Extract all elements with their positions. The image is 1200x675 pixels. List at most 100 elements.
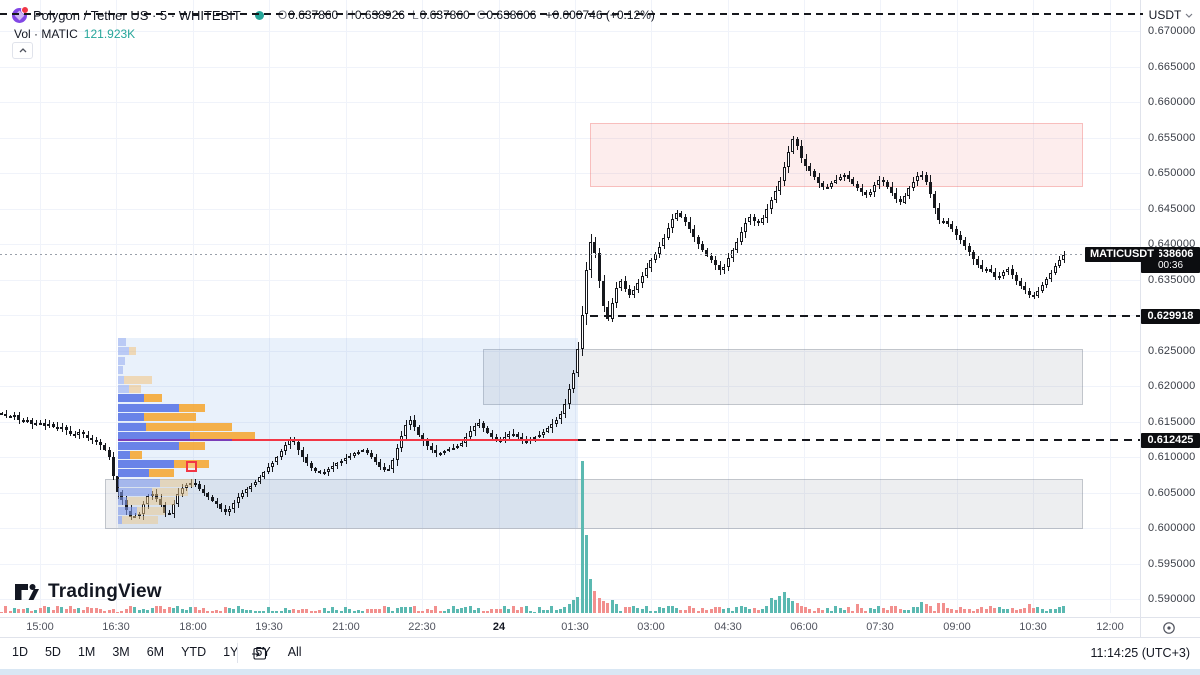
volume-profile-bar-buy <box>118 451 130 459</box>
current-price-line[interactable] <box>0 253 1085 255</box>
candle <box>1040 285 1044 291</box>
volume-bar <box>141 609 145 613</box>
time-axis-label: 09:00 <box>943 621 971 633</box>
volume-bar <box>941 603 945 613</box>
level-price-tag: 0.612425 <box>1141 432 1200 448</box>
volume-bar <box>73 608 77 613</box>
volume-bar <box>374 609 378 613</box>
horizontal-level-line[interactable] <box>578 438 1140 441</box>
candle <box>167 513 171 516</box>
volume-bar <box>430 609 433 613</box>
volume-bar <box>928 605 932 613</box>
volume-bar <box>167 606 171 613</box>
grid-hline <box>0 421 1140 423</box>
candle <box>675 213 679 220</box>
range-button-1d[interactable]: 1D <box>12 645 28 659</box>
price-axis-label: 0.645000 <box>1148 202 1196 215</box>
price-axis-label: 0.665000 <box>1148 60 1196 73</box>
candle <box>726 257 730 267</box>
session-clock[interactable]: 11:14:25 (UTC+3) <box>1090 646 1190 660</box>
volume-bar <box>1036 607 1040 613</box>
range-button-3m[interactable]: 3M <box>112 645 130 659</box>
volume-bar <box>30 610 34 613</box>
candle <box>533 436 537 439</box>
candle <box>817 176 820 183</box>
volume-bar <box>804 607 808 613</box>
volume-bar <box>279 611 283 613</box>
volume-profile-bar-sell <box>137 507 165 515</box>
candle <box>382 467 386 471</box>
volume-bar <box>739 606 743 613</box>
time-axis-label: 06:00 <box>790 621 818 633</box>
candle <box>700 244 704 250</box>
market-status-icon[interactable] <box>254 10 264 20</box>
candle <box>645 268 648 276</box>
range-button-6m[interactable]: 6M <box>146 645 165 659</box>
candle <box>339 460 343 464</box>
volume-bar <box>877 606 881 613</box>
chart-plot-area[interactable] <box>0 0 1143 617</box>
volume-bar <box>477 607 481 613</box>
volume-profile-bar-buy <box>118 338 126 346</box>
volume-bar <box>847 606 851 613</box>
candle <box>98 441 102 446</box>
candle <box>103 445 107 450</box>
volume-bar <box>1006 609 1010 613</box>
candle <box>1062 255 1066 260</box>
go-to-date-button[interactable] <box>248 642 270 664</box>
volume-bar <box>331 607 335 613</box>
ohlc-values: O0.637860 H0.638926 L0.637860 C0.638606 … <box>277 8 655 22</box>
volume-bar <box>150 608 154 613</box>
candle <box>399 436 403 449</box>
range-button-ytd[interactable]: YTD <box>181 645 207 659</box>
volume-bar <box>885 609 889 613</box>
time-axis-label: 10:30 <box>1019 621 1047 633</box>
zone-demand-gray[interactable] <box>105 479 1083 529</box>
volume-bar <box>197 609 201 613</box>
volume-bar <box>494 608 498 613</box>
price-axis-label: 0.655000 <box>1148 131 1196 144</box>
volume-bar <box>838 607 842 613</box>
volume-profile-bar-buy <box>118 385 129 393</box>
volume-bar <box>498 608 502 613</box>
range-button-1m[interactable]: 1M <box>77 645 96 659</box>
candle <box>571 372 575 390</box>
currency-unit-dropdown[interactable]: USDT <box>1146 6 1196 24</box>
candle <box>90 437 94 440</box>
range-button-5d[interactable]: 5D <box>44 645 61 659</box>
candle <box>227 508 231 513</box>
candle <box>447 449 451 452</box>
volume-bar <box>761 609 765 613</box>
candle <box>1032 295 1035 298</box>
price-axis-label: 0.650000 <box>1148 167 1196 179</box>
volume-bar <box>872 609 876 613</box>
time-axis-label: 12:00 <box>1096 621 1124 633</box>
candle <box>94 439 98 442</box>
change-value: +0.000746 (+0.12%) <box>545 8 655 22</box>
volume-bar <box>451 606 455 613</box>
range-button-1y[interactable]: 1Y <box>223 645 239 659</box>
volume-profile-bar-buy <box>118 423 146 431</box>
volume-bar <box>361 610 365 613</box>
volume-bar <box>722 608 726 613</box>
candle <box>412 420 416 428</box>
candle <box>365 450 369 453</box>
symbol-title[interactable]: Polygon / Tether US · 5 · WHITEBIT <box>33 7 241 23</box>
volume-bar <box>632 605 636 613</box>
scroll-to-realtime-button[interactable] <box>1160 619 1178 637</box>
volume-bar <box>593 591 597 613</box>
volume-bar <box>743 606 747 613</box>
volume-label[interactable]: Vol · MATIC <box>14 27 78 41</box>
time-axis-label: 03:00 <box>637 621 665 633</box>
horizontal-level-line[interactable] <box>590 314 1140 317</box>
grid-hline <box>0 528 1140 529</box>
volume-bar <box>670 605 674 613</box>
zone-resistance-gray[interactable] <box>483 349 1083 405</box>
candle <box>240 492 244 498</box>
range-button-all[interactable]: All <box>287 645 302 659</box>
collapse-pane-button[interactable] <box>12 42 33 59</box>
volume-profile-bar-sell <box>144 413 196 421</box>
volume-profile-bar-buy <box>118 413 144 421</box>
horizontal-level-line[interactable] <box>0 13 1143 15</box>
volume-bar <box>516 609 519 613</box>
